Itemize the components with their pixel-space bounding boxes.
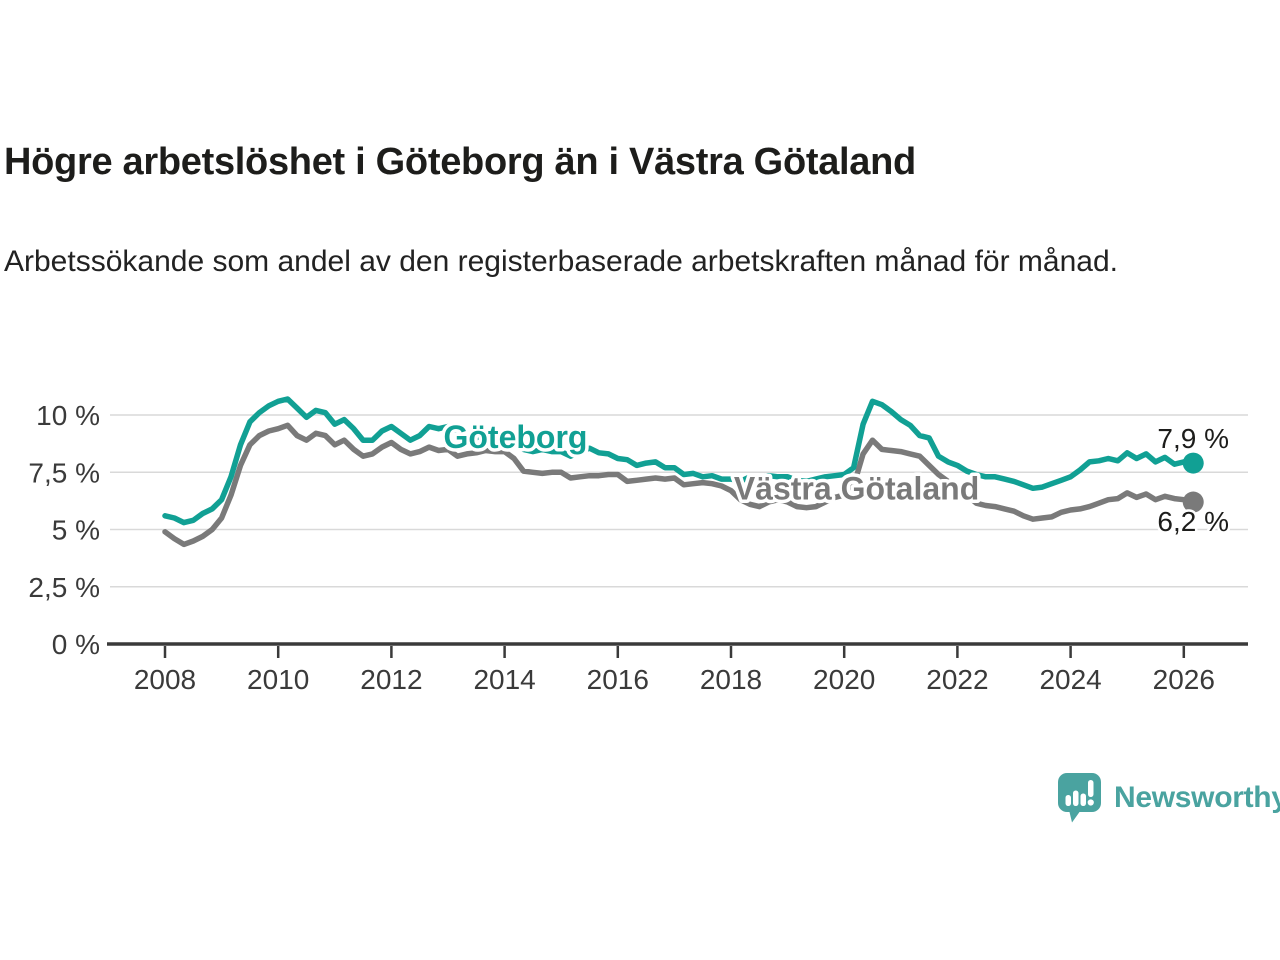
series-line-goteborg — [162, 396, 1196, 526]
x-tick-label-2020: 2020 — [813, 664, 875, 695]
y-tick-label-7.5: 7,5 % — [28, 457, 100, 488]
gridlines — [110, 414, 1248, 588]
series-end-value-vastra-gotaland: 6,2 % — [1157, 506, 1229, 537]
series-lines — [162, 396, 1204, 548]
logo-bar-2 — [1073, 790, 1079, 806]
x-tick-label-2010: 2010 — [247, 664, 309, 695]
x-tick-label-2008: 2008 — [134, 664, 196, 695]
y-tick-label-2.5: 2,5 % — [28, 572, 100, 603]
y-tick-label-0: 0 % — [52, 629, 100, 660]
x-tick-label-2022: 2022 — [926, 664, 988, 695]
chart-title: Högre arbetslöshet i Göteborg än i Västr… — [4, 141, 916, 183]
logo-exclamation-bar — [1088, 780, 1094, 797]
series-label-vastra-gotaland: Västra Götaland — [734, 471, 979, 507]
x-tick-label-2024: 2024 — [1039, 664, 1101, 695]
logo-bar-3 — [1080, 793, 1086, 806]
x-tick-label-2018: 2018 — [700, 664, 762, 695]
x-tick-label-2014: 2014 — [473, 664, 535, 695]
x-axis — [107, 642, 1248, 658]
x-tick-label-2012: 2012 — [360, 664, 422, 695]
series-annotations: Göteborg 7,9 % Västra Götaland 6,2 % — [440, 416, 1232, 540]
series-end-value-goteborg: 7,9 % — [1157, 423, 1229, 454]
series-end-dot-goteborg — [1182, 452, 1204, 474]
axis-tick-labels: 0 % 2,5 % 5 % 7,5 % 10 % 2008 2010 2012 2014 2016… — [28, 400, 1215, 695]
newsworthy-brand-text: Newsworthy — [1114, 781, 1280, 814]
y-tick-label-10: 10 % — [36, 400, 100, 431]
y-tick-label-5: 5 % — [52, 515, 100, 546]
newsworthy-attribution-link[interactable]: Newsworthy — [1056, 772, 1280, 824]
series-end-dot-vastra-gotaland — [1182, 491, 1204, 513]
chart-subtitle: Arbetssökande som andel av den registerb… — [4, 245, 1118, 278]
series-line-vastra-gotaland — [162, 422, 1196, 548]
series-label-goteborg: Göteborg — [443, 419, 587, 455]
newsworthy-logo-icon — [1058, 773, 1101, 823]
logo-bar-1 — [1065, 795, 1071, 806]
x-tick-label-2016: 2016 — [587, 664, 649, 695]
x-tick-label-2026: 2026 — [1153, 664, 1215, 695]
logo-exclamation-dot — [1087, 799, 1094, 806]
